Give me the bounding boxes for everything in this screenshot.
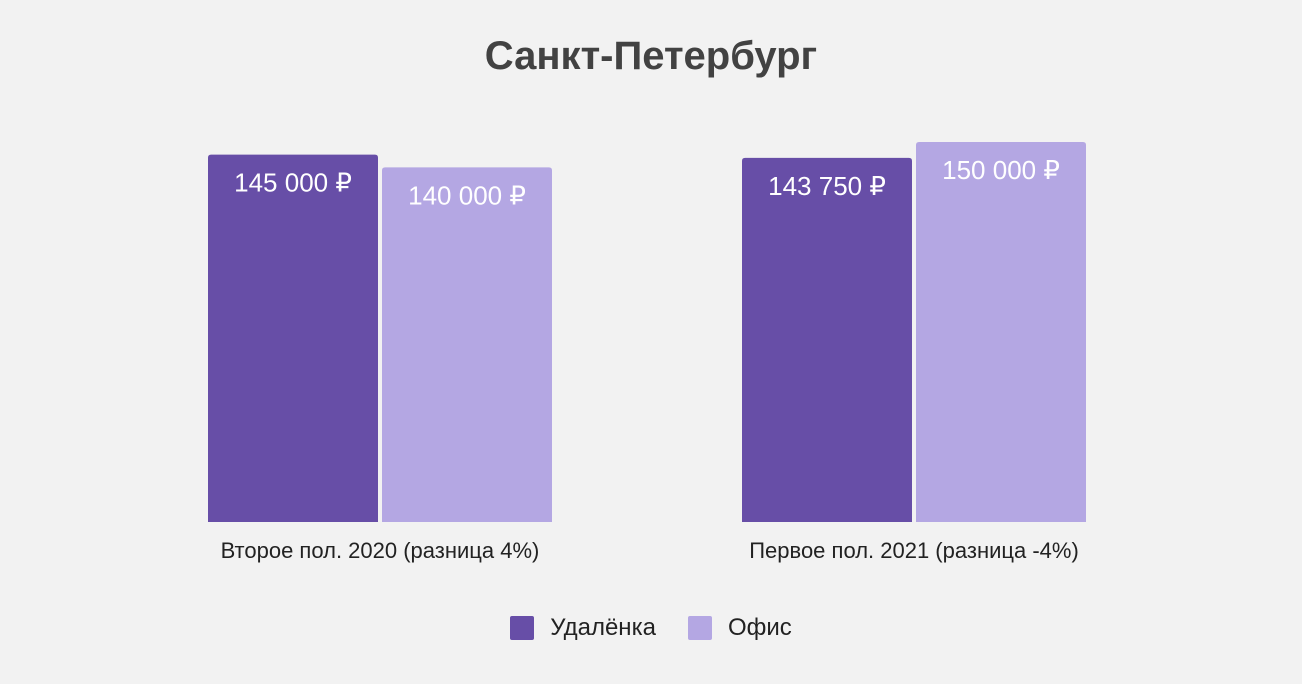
legend-label-office: Офис [727, 614, 792, 641]
legend-item-office: Офис [687, 614, 792, 642]
legend-item-remote: Удалёнка [510, 614, 656, 642]
data-label-office-1: 150 000 ₽ [942, 155, 1060, 185]
chart-plot-area: 145 000 ₽ 140 000 ₽ Второе пол. 2020 (разн… [208, 142, 1086, 563]
bar-office-0 [382, 167, 552, 523]
bar-office-1 [916, 142, 1086, 522]
chart-title: Санкт-Петербург [484, 34, 818, 78]
category-label-1: Первое пол. 2021 (разница -4%) [749, 538, 1079, 563]
bar-remote-0 [208, 154, 378, 522]
legend: Удалёнка Офис [0, 614, 1302, 642]
data-label-remote-1: 143 750 ₽ [768, 171, 886, 201]
category-label-0: Второе пол. 2020 (разница 4%) [221, 538, 540, 563]
legend-swatch-remote [510, 616, 535, 640]
labels-layer: 145 000 ₽ 140 000 ₽ Второе пол. 2020 (разн… [221, 155, 1079, 563]
data-label-remote-0: 145 000 ₽ [234, 168, 352, 198]
legend-label-remote: Удалёнка [550, 614, 656, 641]
data-label-office-0: 140 000 ₽ [408, 180, 526, 210]
legend-swatch-office [687, 616, 712, 640]
bars-layer [208, 142, 1086, 523]
bar-remote-1 [742, 157, 912, 523]
